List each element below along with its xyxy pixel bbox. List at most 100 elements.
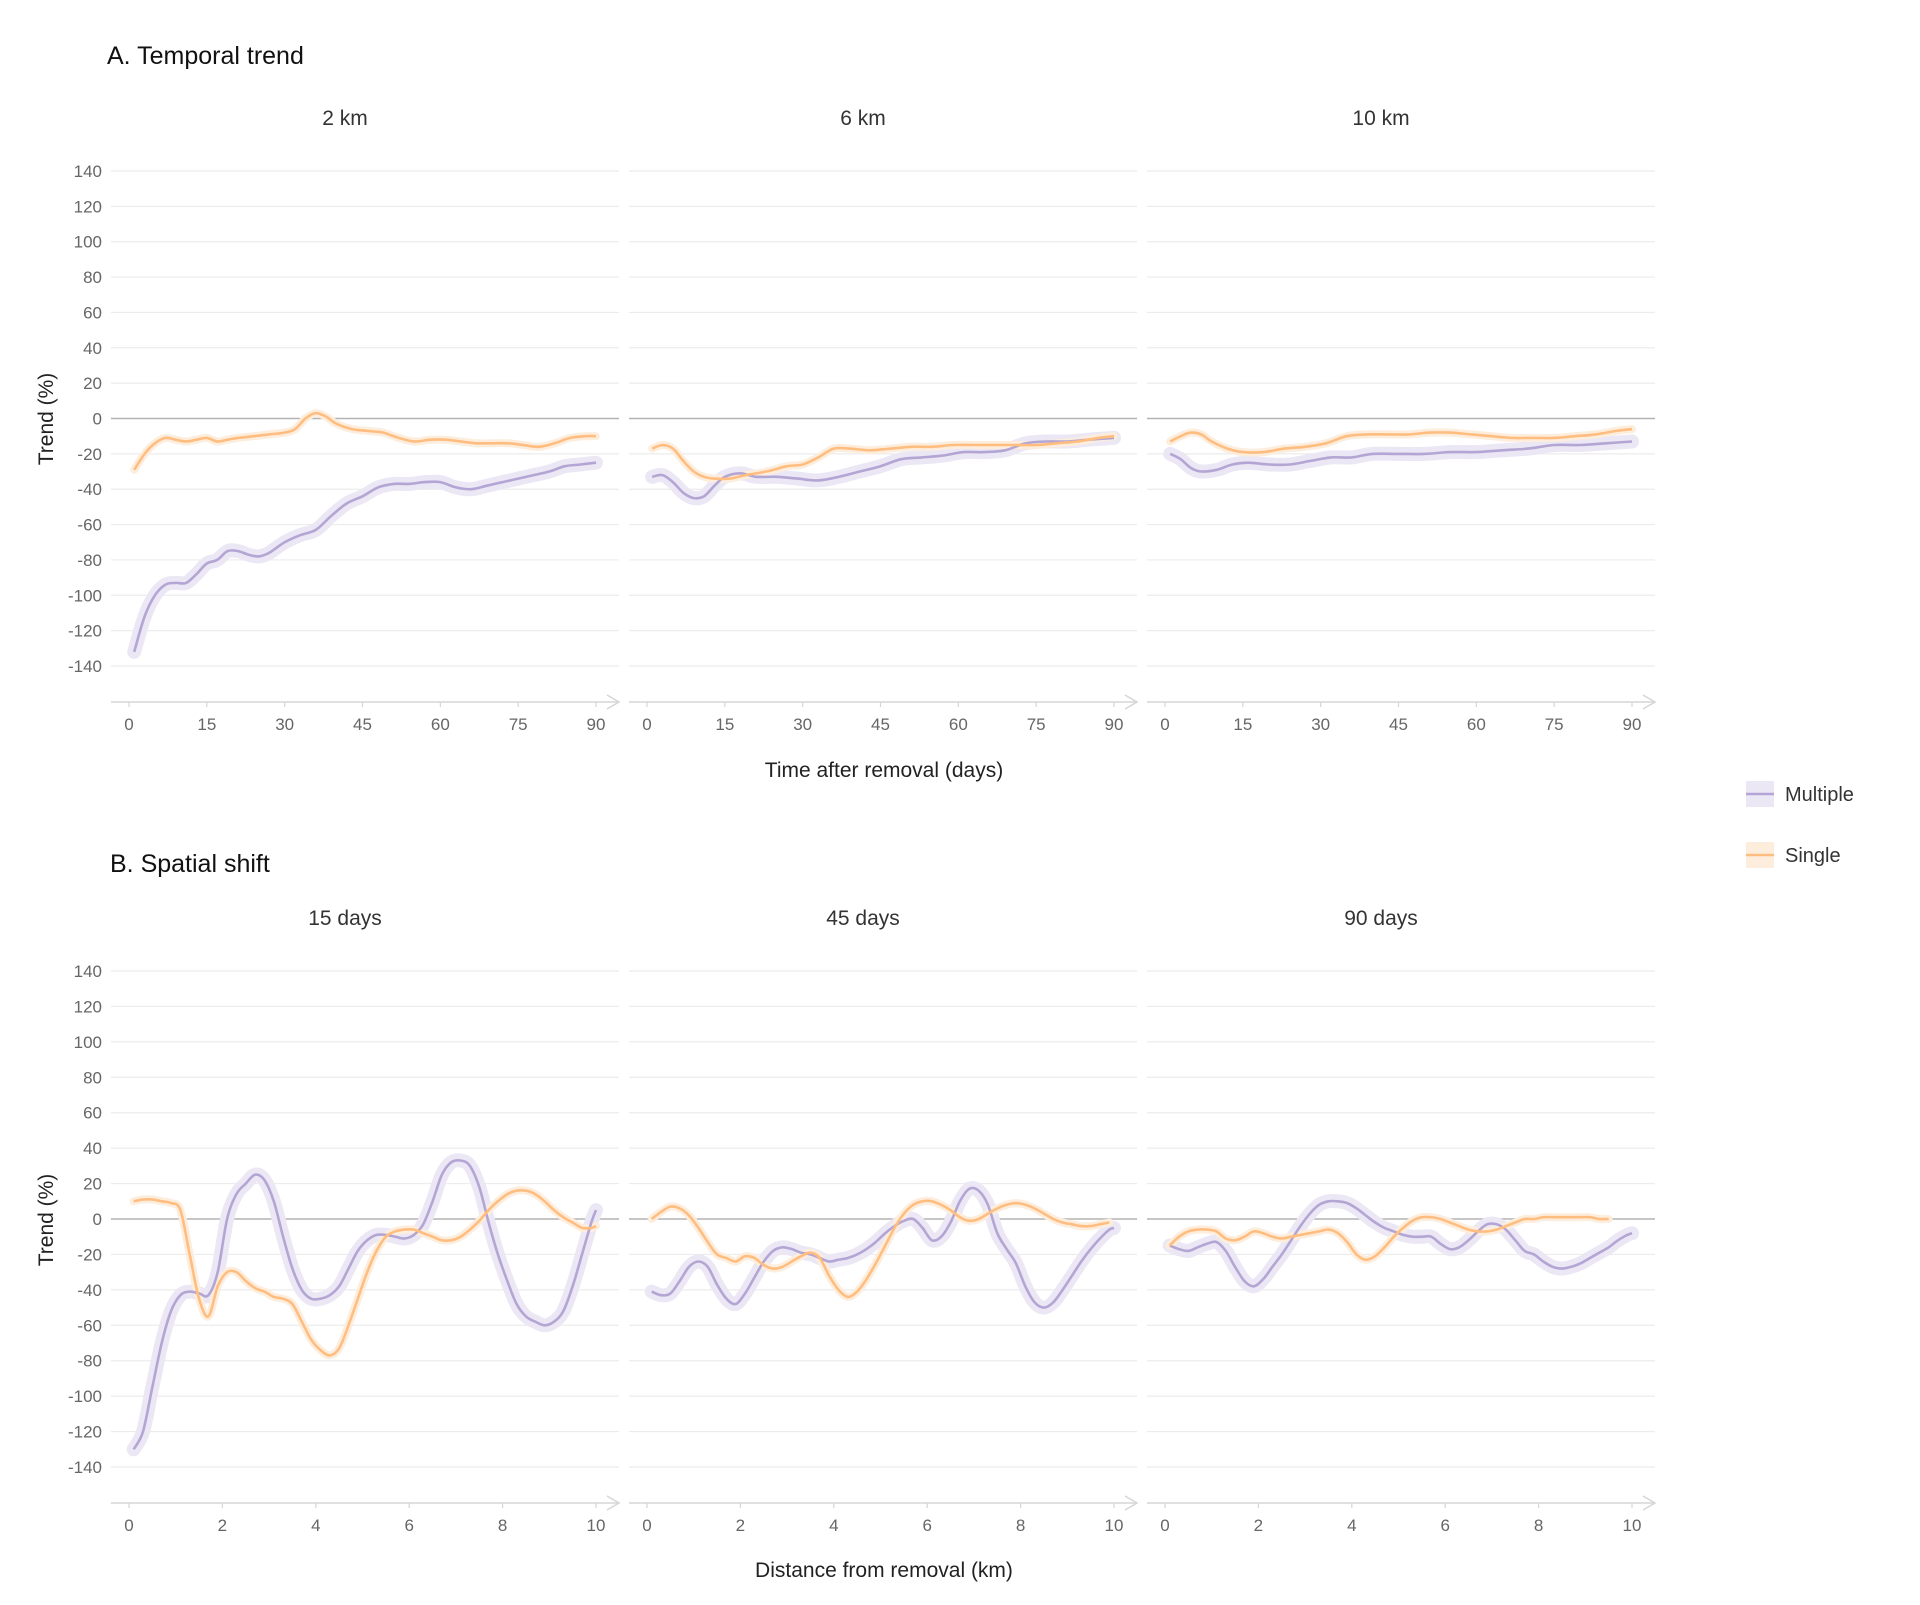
x-tick-label: 60 (431, 715, 450, 734)
y-tick-label: -20 (77, 445, 102, 464)
x-axis-arrow-icon (1124, 694, 1139, 710)
x-tick-label: 0 (642, 1516, 651, 1535)
x-tick-label: 2 (736, 1516, 745, 1535)
y-tick-label: 60 (83, 303, 102, 322)
x-tick-label: 4 (311, 1516, 320, 1535)
legend-item-single: Single (1746, 842, 1841, 868)
y-tick-label: -140 (68, 657, 102, 676)
legend-label: Multiple (1785, 784, 1854, 806)
y-tick-label: -120 (68, 1423, 102, 1442)
x-tick-label: 45 (353, 715, 372, 734)
x-axis-arrow-icon (1642, 1495, 1657, 1511)
panel-45-days: 45 days 0 2 4 6 8 10 (629, 907, 1139, 1535)
panel-6-km: 6 km 0 15 30 45 60 75 90 (629, 107, 1139, 734)
chart-title: B. Spatial shift (110, 850, 270, 878)
series-line-multiple (1169, 1199, 1633, 1288)
confidence-band-single (130, 409, 600, 474)
y-tick-label: -80 (77, 1352, 102, 1371)
y-tick-label: 140 (74, 962, 102, 981)
x-tick-label: 45 (871, 715, 890, 734)
x-axis-title: Distance from removal (km) (755, 1559, 1013, 1582)
x-tick-label: 15 (1233, 715, 1252, 734)
x-tick-label: 0 (1160, 1516, 1169, 1535)
x-tick-label: 0 (124, 1516, 133, 1535)
x-tick-label: 10 (1623, 1516, 1642, 1535)
y-tick-label: 140 (74, 162, 102, 181)
x-tick-label: 0 (124, 715, 133, 734)
x-axis-arrow-icon (1642, 694, 1657, 710)
y-tick-label: 40 (83, 339, 102, 358)
y-tick-label: 100 (74, 1033, 102, 1052)
x-tick-label: 0 (1160, 715, 1169, 734)
series-line-multiple (651, 1186, 1115, 1309)
x-tick-label: 6 (922, 1516, 931, 1535)
y-tick-label: 80 (83, 1068, 102, 1087)
x-tick-label: 75 (1545, 715, 1564, 734)
x-tick-label: 75 (1027, 715, 1046, 734)
x-tick-label: 8 (1016, 1516, 1025, 1535)
series-line-single (133, 1188, 597, 1357)
series-line-multiple (132, 1158, 598, 1450)
x-tick-label: 0 (642, 715, 651, 734)
y-tick-label: -100 (68, 1387, 102, 1406)
x-tick-label: 10 (587, 1516, 606, 1535)
x-tick-label: 8 (498, 1516, 507, 1535)
x-axis-arrow-icon (606, 1495, 621, 1511)
y-tick-label: -100 (68, 586, 102, 605)
x-tick-label: 15 (715, 715, 734, 734)
y-tick-label: -120 (68, 622, 102, 641)
y-tick-label: -40 (77, 1281, 102, 1300)
y-tick-label: 40 (83, 1139, 102, 1158)
x-tick-label: 45 (1389, 715, 1408, 734)
y-tick-label: -60 (77, 516, 102, 535)
y-tick-label: 60 (83, 1104, 102, 1123)
y-tick-label: 0 (93, 1210, 102, 1229)
confidence-band-single (129, 1186, 600, 1360)
x-tick-label: 30 (275, 715, 294, 734)
y-tick-label: 20 (83, 1175, 102, 1194)
y-axis-title: Trend (%) (35, 1174, 58, 1267)
x-axis-arrow-icon (606, 694, 621, 710)
x-tick-label: 10 (1105, 1516, 1124, 1535)
y-tick-label: -20 (77, 1245, 102, 1264)
series-line-single (650, 1199, 1110, 1299)
series-line-single (1169, 427, 1633, 454)
x-tick-label: 30 (793, 715, 812, 734)
panel-2-km: 2 km 0 15 30 45 60 75 90 (111, 107, 621, 734)
panel-10-km: 10 km 0 15 30 45 60 75 90 (1147, 107, 1657, 734)
y-tick-label: 0 (93, 410, 102, 429)
x-tick-label: 2 (218, 1516, 227, 1535)
x-tick-label: 15 (197, 715, 216, 734)
x-tick-label: 60 (1467, 715, 1486, 734)
x-tick-label: 4 (1347, 1516, 1356, 1535)
x-tick-label: 6 (404, 1516, 413, 1535)
series-line-multiple (132, 461, 597, 653)
x-axis-title: Time after removal (days) (765, 759, 1003, 782)
series-line-single (651, 434, 1115, 481)
y-tick-label: -140 (68, 1458, 102, 1477)
y-tick-label: -80 (77, 551, 102, 570)
x-tick-label: 2 (1254, 1516, 1263, 1535)
y-tick-label: 120 (74, 197, 102, 216)
panel-strip-label: 2 km (322, 107, 368, 130)
panel-strip-label: 15 days (308, 907, 382, 930)
series-line-single (1168, 1215, 1609, 1262)
y-tick-label: -40 (77, 480, 102, 499)
x-tick-label: 4 (829, 1516, 838, 1535)
x-tick-label: 6 (1440, 1516, 1449, 1535)
chart-title: A. Temporal trend (107, 42, 304, 70)
y-tick-label: 120 (74, 997, 102, 1016)
panel-90-days: 90 days 0 2 4 6 8 10 (1147, 907, 1657, 1535)
panel-strip-label: 10 km (1352, 107, 1409, 130)
legend: Multiple Single (1746, 781, 1854, 868)
y-tick-label: 20 (83, 374, 102, 393)
panel-strip-label: 90 days (1344, 907, 1418, 930)
x-tick-label: 30 (1311, 715, 1330, 734)
legend-label: Single (1785, 845, 1841, 867)
x-tick-label: 60 (949, 715, 968, 734)
panel-strip-label: 45 days (826, 907, 900, 930)
panel-strip-label: 6 km (840, 107, 886, 130)
series-line-multiple (1169, 440, 1633, 473)
x-tick-label: 90 (587, 715, 606, 734)
